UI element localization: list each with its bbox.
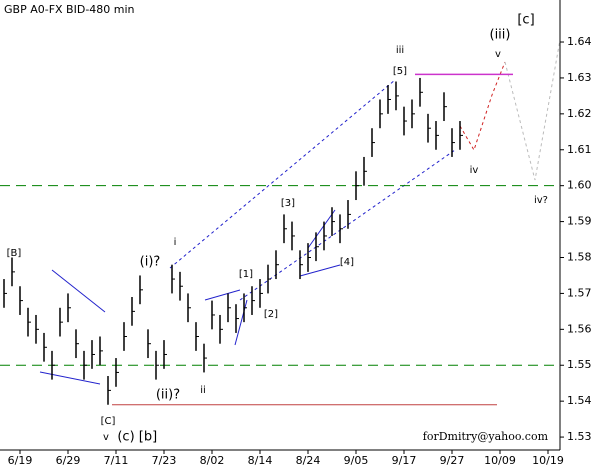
y-tick-label: 1.58 [567, 251, 592, 264]
x-tick-label: 9/05 [344, 454, 369, 467]
wave-label: i [174, 237, 177, 248]
wave-label: ii [200, 385, 206, 396]
y-tick-label: 1.62 [567, 107, 592, 120]
wave-label: [5] [393, 66, 407, 77]
x-tick-label: 8/24 [296, 454, 321, 467]
y-tick-label: 1.57 [567, 286, 592, 299]
x-tick-label: 7/23 [152, 454, 177, 467]
x-tick-label: 6/19 [8, 454, 33, 467]
wave-label: [B] [7, 248, 22, 259]
y-tick-label: 1.56 [567, 322, 592, 335]
wave-label: (ii)? [156, 388, 180, 403]
wave-label: [1] [239, 269, 253, 280]
y-tick-label: 1.63 [567, 71, 592, 84]
x-tick-label: 7/11 [104, 454, 129, 467]
wave-label: (iii) [490, 28, 511, 43]
x-tick-label: 9/17 [392, 454, 417, 467]
wave-label: [C] [101, 416, 116, 427]
y-tick-label: 1.61 [567, 143, 592, 156]
wave-label: (c) [117, 430, 134, 445]
y-tick-label: 1.54 [567, 394, 592, 407]
wave-label: v [495, 49, 501, 60]
wave-label: iv [470, 165, 479, 176]
wave-label: iv? [534, 195, 548, 206]
wave-lines [39, 39, 561, 385]
y-tick-label: 1.53 [567, 430, 592, 443]
wave-label: [c] [517, 13, 534, 28]
y-tick-label: 1.55 [567, 358, 592, 371]
chart-title: GBP A0-FX BID-480 min [4, 3, 135, 16]
x-tick-label: 10/19 [532, 454, 564, 467]
wave-label: [2] [264, 309, 278, 320]
x-tick-label: 10/09 [484, 454, 516, 467]
x-tick-label: 8/14 [248, 454, 273, 467]
wave-label: [4] [340, 257, 354, 268]
y-tick-label: 1.59 [567, 215, 592, 228]
wave-label: v [103, 432, 109, 443]
watermark: forDmitry@yahoo.com [423, 430, 549, 443]
x-tick-label: 9/27 [440, 454, 465, 467]
wave-label: [3] [281, 198, 295, 209]
y-tick-label: 1.64 [567, 35, 592, 48]
wave-label: [b] [139, 430, 157, 445]
y-tick-label: 1.60 [567, 179, 592, 192]
wave-label: (i)? [140, 255, 161, 270]
x-tick-label: 8/02 [200, 454, 225, 467]
wave-label: iii [396, 45, 404, 56]
x-tick-label: 6/29 [56, 454, 81, 467]
